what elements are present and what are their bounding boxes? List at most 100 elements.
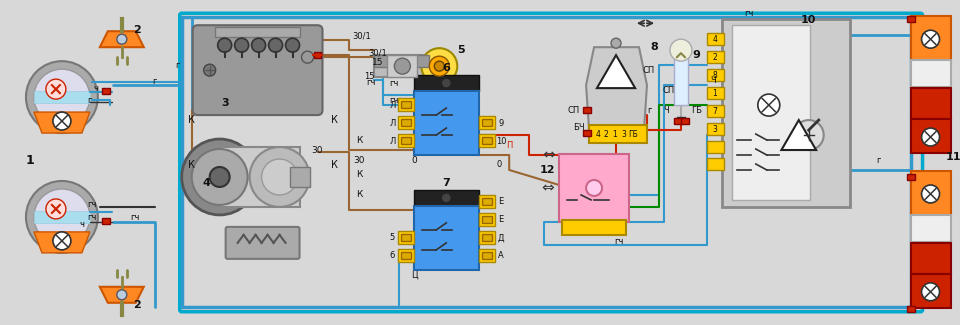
Text: 3: 3	[221, 98, 228, 108]
Bar	[102, 218, 109, 224]
FancyBboxPatch shape	[193, 25, 323, 115]
Circle shape	[922, 30, 940, 48]
Polygon shape	[34, 112, 90, 133]
Text: 8: 8	[712, 71, 717, 80]
Text: 4: 4	[595, 130, 601, 138]
Text: 12: 12	[540, 165, 555, 175]
Text: 7: 7	[443, 178, 450, 188]
Bar	[707, 123, 724, 135]
Bar	[415, 206, 479, 270]
Bar	[707, 69, 724, 81]
Text: Ц: Ц	[411, 270, 418, 279]
Circle shape	[922, 283, 940, 301]
Bar	[707, 51, 724, 63]
Text: Д: Д	[498, 233, 504, 242]
Text: 1: 1	[612, 130, 617, 138]
Text: К: К	[331, 160, 338, 170]
Bar	[102, 88, 109, 94]
Circle shape	[204, 64, 216, 76]
Circle shape	[34, 189, 90, 245]
Bar	[479, 213, 495, 226]
Bar	[707, 33, 724, 45]
Text: Л: Л	[389, 119, 396, 127]
Text: г: г	[647, 106, 651, 115]
Text: Л: Л	[389, 136, 396, 146]
Bar	[911, 243, 950, 274]
Circle shape	[442, 193, 451, 203]
Bar	[707, 158, 724, 170]
Bar	[398, 98, 415, 111]
Text: 10: 10	[496, 136, 507, 146]
Circle shape	[285, 38, 300, 52]
Bar	[374, 55, 429, 77]
Bar	[583, 107, 591, 113]
Bar	[559, 154, 629, 222]
Bar	[482, 198, 492, 205]
Bar	[707, 87, 724, 99]
Text: 15: 15	[372, 58, 383, 67]
Bar	[401, 252, 411, 259]
Text: 2: 2	[132, 300, 141, 310]
Text: К: К	[188, 115, 195, 125]
Circle shape	[434, 61, 444, 71]
Circle shape	[922, 185, 940, 203]
Circle shape	[395, 58, 410, 74]
Polygon shape	[100, 287, 144, 303]
Circle shape	[234, 38, 249, 52]
Polygon shape	[100, 31, 144, 47]
Text: 7: 7	[712, 107, 717, 116]
Bar	[911, 119, 950, 153]
Bar	[482, 216, 492, 223]
Text: Е: Е	[498, 198, 504, 206]
Bar	[401, 137, 411, 144]
Bar	[479, 195, 495, 208]
Text: К: К	[188, 160, 195, 170]
Circle shape	[442, 78, 451, 88]
Bar	[290, 167, 309, 187]
Bar	[401, 119, 411, 126]
Bar	[374, 55, 429, 67]
Bar	[482, 119, 492, 126]
Text: ⇔: ⇔	[541, 148, 555, 162]
Text: Е: Е	[498, 215, 504, 224]
Text: 9: 9	[692, 50, 700, 60]
Bar	[479, 134, 495, 147]
Text: 0: 0	[496, 161, 502, 170]
Bar	[911, 274, 950, 308]
Text: Л: Л	[389, 101, 396, 110]
Text: г: г	[876, 155, 881, 164]
Circle shape	[757, 94, 780, 116]
Text: гч: гч	[367, 78, 376, 87]
Circle shape	[117, 290, 127, 300]
Bar	[674, 53, 688, 105]
Text: 9: 9	[498, 119, 504, 127]
Bar	[415, 190, 479, 206]
Circle shape	[53, 232, 71, 250]
Text: 2: 2	[712, 53, 717, 62]
Text: гч: гч	[744, 9, 754, 18]
Text: 30/1: 30/1	[368, 49, 387, 58]
Bar	[482, 234, 492, 241]
Text: гч: гч	[390, 96, 399, 105]
Bar	[388, 55, 418, 77]
Bar	[911, 215, 950, 242]
Bar	[911, 16, 950, 60]
Text: Ч: Ч	[663, 106, 669, 115]
Bar	[583, 130, 591, 136]
Text: ⇔: ⇔	[540, 180, 554, 195]
Bar	[482, 252, 492, 259]
Text: К: К	[356, 190, 363, 200]
Text: 4: 4	[203, 178, 210, 188]
Polygon shape	[34, 232, 90, 253]
Circle shape	[34, 69, 90, 125]
Bar	[401, 101, 411, 108]
Bar	[681, 118, 689, 124]
Text: 30: 30	[353, 155, 365, 164]
Circle shape	[269, 38, 282, 52]
Text: 4: 4	[712, 35, 717, 44]
Text: гч: гч	[131, 214, 139, 222]
Bar	[911, 60, 950, 87]
Bar	[911, 171, 950, 215]
Circle shape	[53, 112, 71, 130]
Bar	[911, 88, 950, 119]
